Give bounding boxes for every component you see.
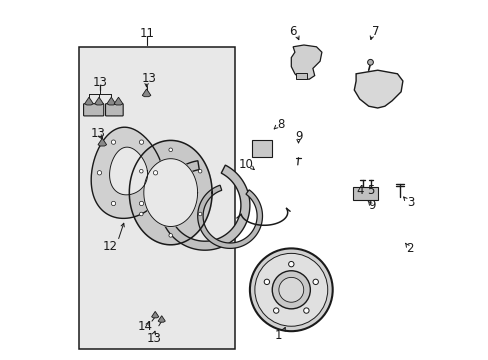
Text: 2: 2 [406,242,413,255]
Polygon shape [129,140,212,245]
Text: 1: 1 [274,329,282,342]
Polygon shape [143,159,197,226]
Bar [352,187,377,200]
Circle shape [249,248,332,331]
Text: 3: 3 [407,196,414,209]
FancyBboxPatch shape [83,104,103,116]
Bar [251,140,271,157]
Circle shape [264,279,269,284]
Polygon shape [291,45,321,79]
Polygon shape [151,311,159,318]
Circle shape [288,261,293,267]
Circle shape [97,171,102,175]
Circle shape [153,171,158,175]
Text: 13: 13 [90,127,105,140]
Circle shape [278,277,303,302]
Circle shape [303,308,308,313]
Text: 7: 7 [371,25,379,38]
Circle shape [254,253,327,326]
Text: 8: 8 [277,118,285,131]
FancyBboxPatch shape [105,104,123,116]
Polygon shape [160,161,249,250]
Text: 13: 13 [146,332,161,345]
Text: 5: 5 [366,184,373,197]
Text: 14: 14 [138,320,153,333]
Circle shape [198,170,202,173]
Circle shape [272,271,310,309]
Polygon shape [107,97,115,105]
Text: 9: 9 [294,130,302,143]
Circle shape [111,201,115,206]
Circle shape [111,140,115,144]
Text: 12: 12 [103,240,118,253]
Circle shape [168,234,172,237]
Circle shape [139,140,143,144]
Polygon shape [109,147,147,195]
Polygon shape [158,316,165,322]
Circle shape [139,201,143,206]
Polygon shape [91,127,163,219]
Polygon shape [114,97,122,105]
Circle shape [273,308,278,313]
Circle shape [168,148,172,152]
Circle shape [198,212,202,216]
Text: 13: 13 [93,76,107,89]
Bar [79,47,235,349]
Polygon shape [95,97,103,105]
Text: 4: 4 [355,184,363,197]
Text: 6: 6 [289,25,296,38]
Polygon shape [354,70,402,108]
Circle shape [139,212,143,216]
Polygon shape [197,185,262,248]
Circle shape [139,170,143,173]
Circle shape [312,279,318,284]
Polygon shape [142,89,151,97]
Polygon shape [84,97,93,105]
Circle shape [367,59,373,65]
Text: 11: 11 [140,27,155,40]
Text: 9: 9 [367,199,375,212]
Polygon shape [98,138,106,146]
Text: 13: 13 [142,72,156,85]
Bar [295,73,306,79]
Text: 10: 10 [238,158,253,171]
